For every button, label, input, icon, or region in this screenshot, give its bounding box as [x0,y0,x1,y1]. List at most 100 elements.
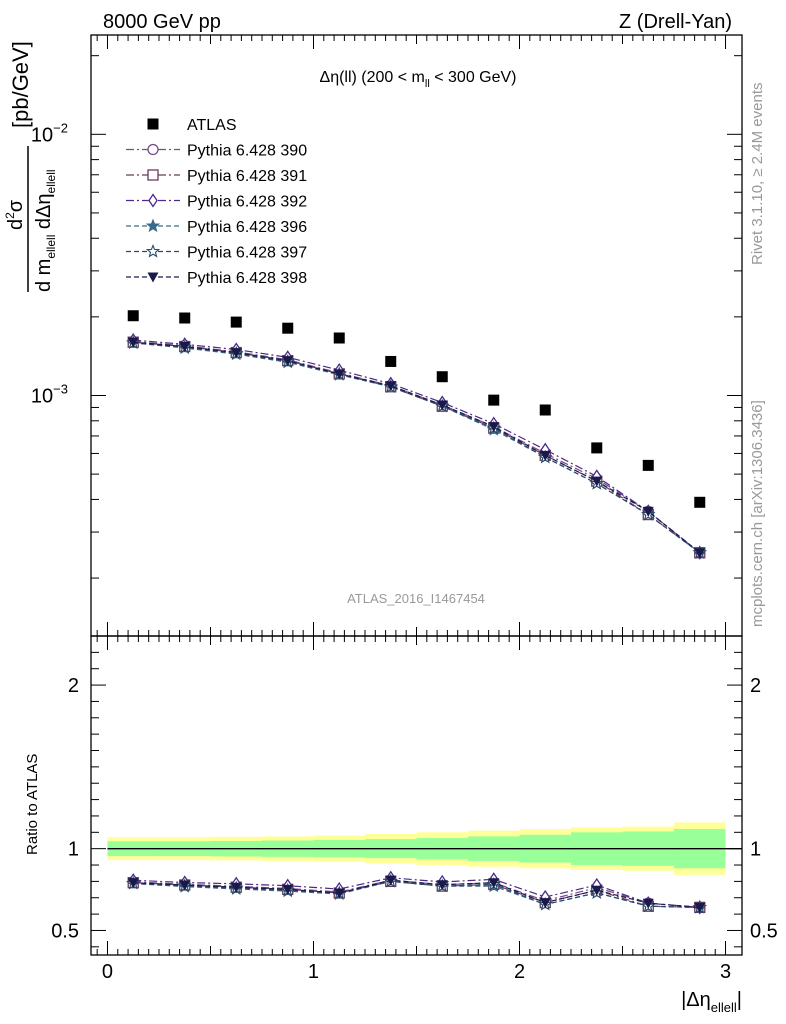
series-line [133,340,701,554]
ratio-y-ticks [91,635,742,948]
x-tick-label: 2 [514,961,525,983]
ratio-panel: 0 1 2 3 0.5 0.5 1 1 2 2 [51,35,778,983]
series-point [385,381,397,392]
x-ticks [96,35,727,955]
series-4 [126,335,707,559]
series-2 [128,332,705,560]
legend-entry-2: Pythia 6.428 392 [126,193,307,211]
legend-label: ATLAS [187,117,237,134]
series-point [436,400,448,411]
series-line [133,341,701,554]
legend-entry-4: Pythia 6.428 397 [126,243,307,262]
atlas-data-point [642,459,654,471]
ratio-series-point [694,902,706,913]
legend-marker [145,243,161,258]
ratio-series-point [333,888,345,899]
ratio-series-point [488,878,500,889]
ratio-series-5 [127,875,706,913]
ratio-series-point [436,880,448,891]
legend-entry-3: Pythia 6.428 396 [126,218,307,236]
ratio-series-0 [127,874,706,914]
series-line [133,341,701,554]
x-tick-label: 3 [720,961,731,983]
y-ticks [91,55,742,579]
series-point [333,369,345,380]
atlas-data-point [385,355,397,367]
ratio-series-point [282,884,294,895]
atlas-data-point [436,371,448,383]
atlas-data-point [488,394,500,406]
series-point [591,476,603,487]
ratio-series-point [179,880,191,891]
main-panel: 10−3 10−2 [31,34,743,637]
ratio-series-line [133,880,700,908]
legend-entry-1: Pythia 6.428 391 [126,168,307,185]
ratio-series-line [133,877,700,908]
series-1 [127,336,706,559]
atlas-data-point [282,322,294,334]
series-3 [126,335,707,559]
atlas-data-point [127,310,139,322]
ratio-y-tick-label: 1 [68,839,79,861]
legend-label: Pythia 6.428 392 [187,194,307,211]
series-point [230,348,242,359]
atlas-data-point [179,312,191,324]
legend-label: Pythia 6.428 390 [187,143,307,160]
x-axis-label: |Δηellell| [681,989,742,1015]
legend-label: Pythia 6.428 396 [187,219,307,236]
ratio-y-tick-label-right: 0.5 [750,920,778,942]
legend-marker [145,218,161,233]
legend-marker [147,143,159,156]
ratio-y-axis-label: Ratio to ATLAS [24,754,41,855]
ratio-series-point [591,885,603,896]
ratio-series-point [385,875,397,886]
legend-marker [147,169,159,181]
legend-entry-atlas: ATLAS [147,117,237,134]
ratio-y-tick-label-right: 2 [750,675,761,697]
y-axis-label: [pb/GeV] d2σ d mellell dΔηellell [3,41,58,292]
y-tick-label: 10−2 [31,120,68,146]
legend-label: Pythia 6.428 391 [187,168,307,185]
series-point [127,337,139,348]
ratio-series-line [133,879,700,908]
series-point [694,548,706,559]
analysis-watermark: ATLAS_2016_I1467454 [347,591,485,606]
series-line [133,339,701,554]
ratio-series-point [230,882,242,893]
atlas-data-point [694,496,706,508]
x-tick-label: 0 [102,961,113,983]
series-5 [127,337,706,559]
legend-marker [147,118,159,130]
mcplots-label: mcplots.cern.ch [arXiv:1306.3436] [749,400,766,627]
atlas-data-point [539,404,551,416]
legend-label: Pythia 6.428 398 [187,270,307,287]
series-point [488,422,500,433]
series-point [642,506,654,517]
atlas-data-point [591,442,603,454]
rivet-label: Rivet 3.1.10, ≥ 2.4M events [749,83,766,266]
legend-entry-5: Pythia 6.428 398 [126,270,307,287]
x-tick-label: 1 [308,961,319,983]
series-point [539,450,551,461]
atlas-data-point [333,332,345,344]
series-0 [127,335,706,559]
y-axis-numerator: d2σ [3,199,27,230]
ratio-series-point [127,878,139,889]
legend-label: Pythia 6.428 397 [187,245,307,262]
ratio-series-point [539,898,551,909]
ratio-series-point [642,898,654,909]
series-point [179,342,191,353]
atlas-data-point [230,316,242,328]
plot-title: Δη(ll) (200 < mll < 300 GeV) [320,69,517,90]
legend-marker [147,272,159,283]
y-axis-unit: [pb/GeV] [8,41,33,128]
ratio-y-tick-label-right: 1 [750,839,761,861]
legend-marker [148,193,158,208]
ratio-y-tick-label: 2 [68,675,79,697]
legend: ATLAS Pythia 6.428 390 Pythia 6.428 391 Pyt… [126,117,307,287]
y-axis-denominator: d mellell dΔηellell [33,169,58,292]
energy-label: 8000 GeV pp [103,11,221,33]
atlas-data [127,310,706,508]
series-line [133,342,701,554]
